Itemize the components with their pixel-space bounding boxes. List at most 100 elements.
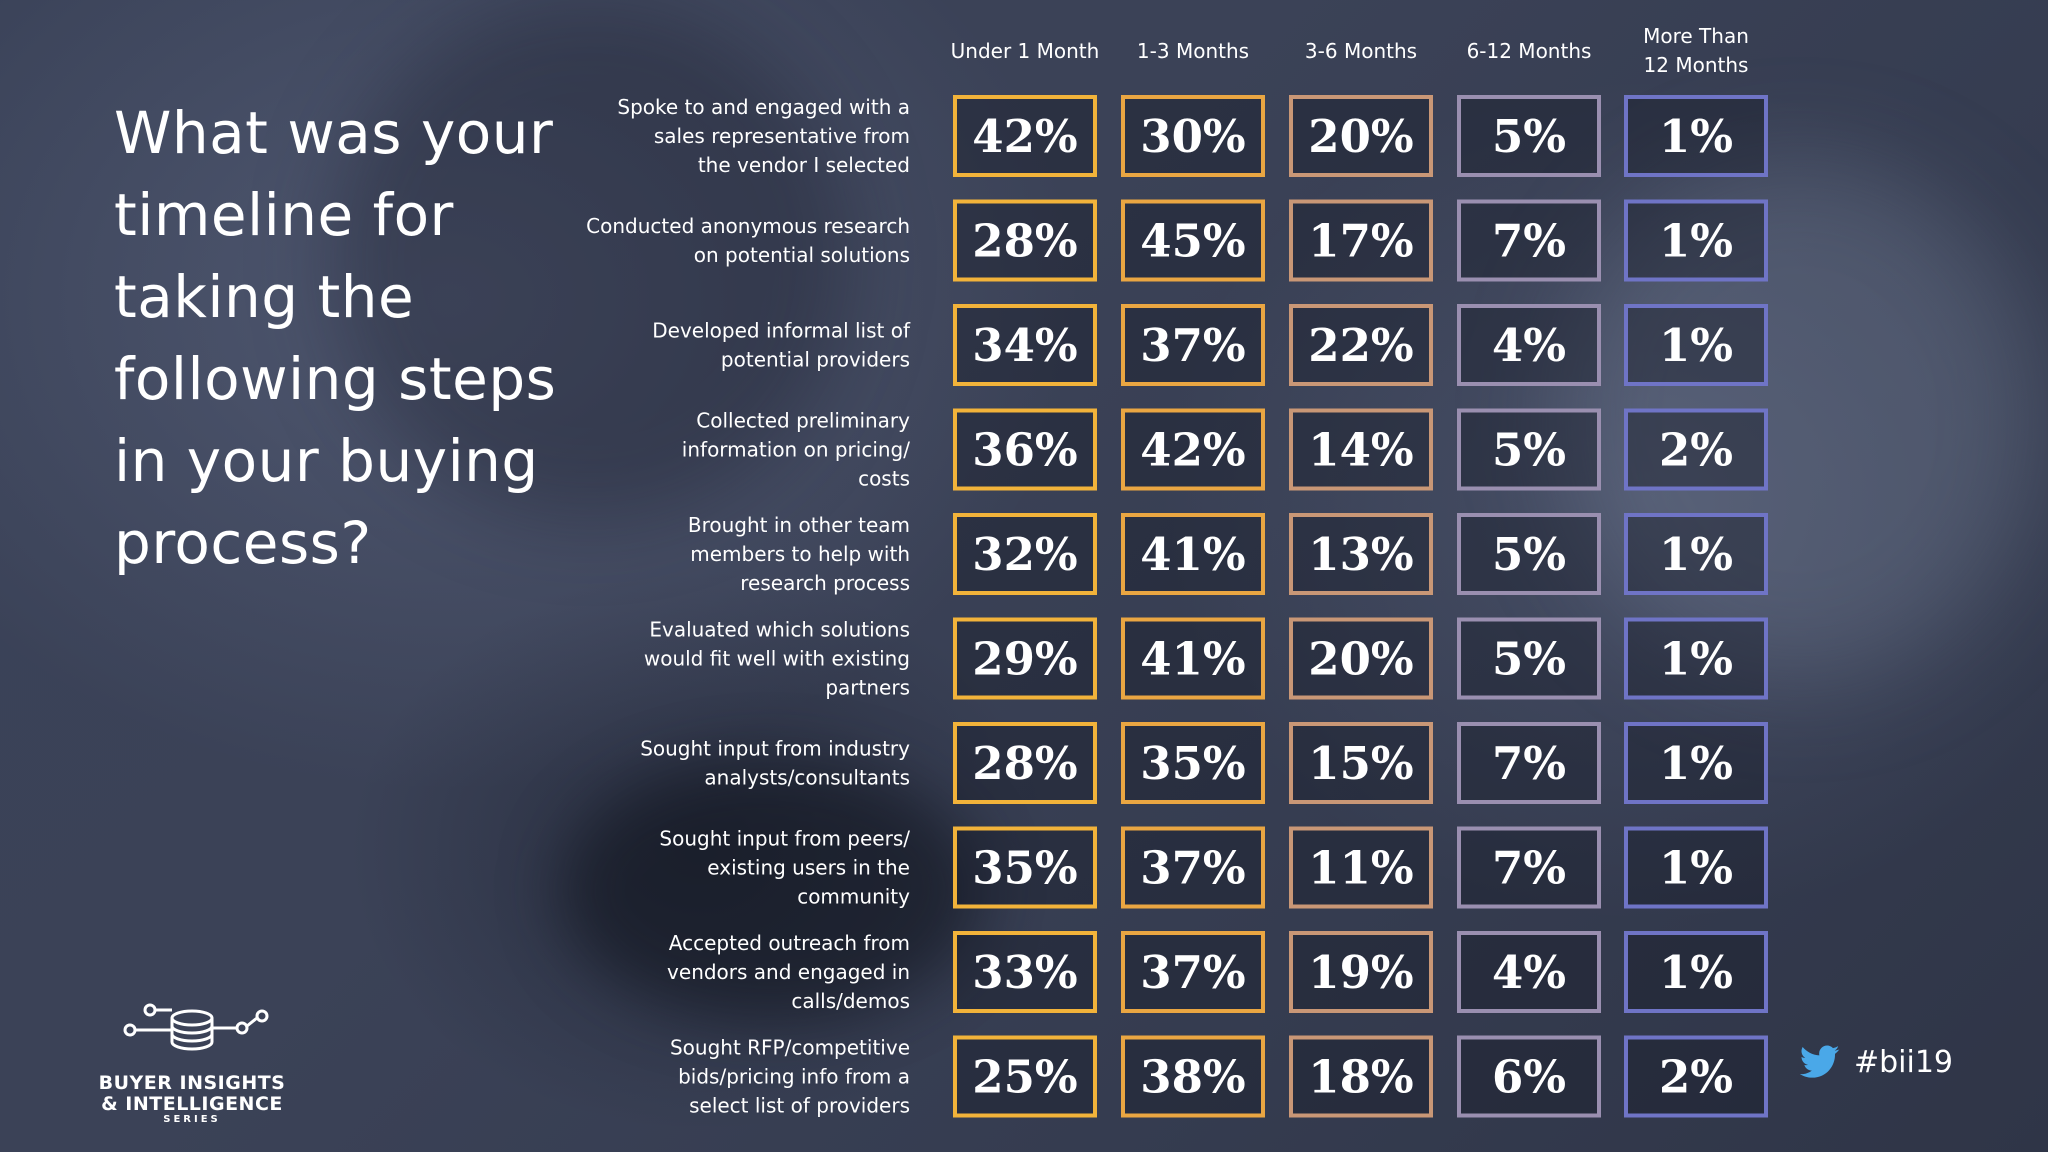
value-cell-label: 37% bbox=[1140, 842, 1245, 895]
value-cell-box bbox=[1457, 408, 1601, 491]
value-cell-label: 1% bbox=[1659, 528, 1733, 581]
value-cell-label: 1% bbox=[1659, 737, 1733, 790]
value-cell-box bbox=[1121, 304, 1265, 386]
row-label: Evaluated which solutions would fit well … bbox=[644, 618, 910, 700]
value-cell-label: 17% bbox=[1308, 215, 1413, 268]
value-cell-box bbox=[953, 408, 1097, 491]
value-cell-label: 29% bbox=[972, 633, 1077, 686]
value-cell-label: 7% bbox=[1492, 842, 1566, 895]
value-cell-box bbox=[953, 931, 1097, 1013]
value-cell-label: 38% bbox=[1140, 1051, 1245, 1104]
value-cell-box bbox=[1457, 95, 1601, 177]
value-cell-label: 1% bbox=[1659, 110, 1733, 163]
row-label: Accepted outreach from vendors and engage… bbox=[667, 931, 910, 1013]
value-cell-box bbox=[1121, 722, 1265, 804]
value-cell-label: 30% bbox=[1140, 110, 1245, 163]
value-cell-label: 2% bbox=[1659, 424, 1733, 477]
value-cell-box bbox=[1624, 95, 1768, 177]
column-header: Under 1 Month bbox=[951, 39, 1100, 63]
value-cell-box bbox=[1457, 199, 1601, 282]
value-cell-label: 5% bbox=[1492, 110, 1566, 163]
value-cell-label: 1% bbox=[1659, 946, 1733, 999]
value-cell-box bbox=[1624, 513, 1768, 595]
value-cell-label: 36% bbox=[972, 424, 1077, 477]
twitter-bird-icon bbox=[1800, 1045, 1840, 1078]
value-cell-box bbox=[1624, 1035, 1768, 1118]
column-header: More Than 12 Months bbox=[1643, 24, 1749, 77]
column-header: 1-3 Months bbox=[1137, 39, 1249, 63]
value-cell-label: 5% bbox=[1492, 633, 1566, 686]
value-cell-box bbox=[1289, 931, 1433, 1013]
value-cell-box bbox=[1624, 408, 1768, 491]
value-cell-box bbox=[1121, 826, 1265, 909]
value-cell-label: 28% bbox=[972, 737, 1077, 790]
value-cell-label: 32% bbox=[972, 528, 1077, 581]
value-cell-label: 45% bbox=[1140, 215, 1245, 268]
row-label: Conducted anonymous research on potential… bbox=[586, 214, 910, 267]
value-cell-box bbox=[1121, 199, 1265, 282]
value-cell-label: 4% bbox=[1492, 319, 1566, 372]
value-cell-label: 18% bbox=[1308, 1051, 1413, 1104]
logo-text-line2: & INTELLIGENCE bbox=[101, 1093, 283, 1115]
hashtag-text: #bii19 bbox=[1854, 1044, 1954, 1080]
value-cell-box bbox=[1289, 95, 1433, 177]
value-cell-label: 5% bbox=[1492, 528, 1566, 581]
network-database-icon bbox=[123, 1003, 269, 1051]
value-cell-box bbox=[1121, 931, 1265, 1013]
value-cell-box bbox=[1121, 95, 1265, 177]
value-cell-box bbox=[1624, 199, 1768, 282]
value-cell-label: 5% bbox=[1492, 424, 1566, 477]
value-cell-label: 37% bbox=[1140, 946, 1245, 999]
value-cell-box bbox=[953, 1035, 1097, 1118]
value-cell-box bbox=[1121, 1035, 1265, 1118]
value-cell-box bbox=[1457, 304, 1601, 386]
value-cell-label: 1% bbox=[1659, 633, 1733, 686]
buyer-insights-logo: BUYER INSIGHTS & INTELLIGENCE SERIES bbox=[92, 1000, 292, 1130]
logo-text-line1: BUYER INSIGHTS bbox=[98, 1072, 286, 1094]
value-cell-box bbox=[1121, 513, 1265, 595]
value-cell-label: 7% bbox=[1492, 737, 1566, 790]
value-cell-label: 1% bbox=[1659, 842, 1733, 895]
value-cell-label: 22% bbox=[1308, 319, 1413, 372]
value-cell-box bbox=[1289, 1035, 1433, 1118]
value-cell-label: 6% bbox=[1492, 1051, 1566, 1104]
column-header: 6-12 Months bbox=[1467, 39, 1592, 63]
row-label: Sought RFP/competitive bids/pricing info … bbox=[670, 1036, 910, 1118]
value-cell-box bbox=[1457, 617, 1601, 700]
hashtag-block: #bii19 bbox=[1800, 1040, 1953, 1084]
value-cell-box bbox=[1624, 722, 1768, 804]
value-cell-box bbox=[1624, 617, 1768, 700]
value-cell-box bbox=[1121, 617, 1265, 700]
value-cell-label: 11% bbox=[1308, 842, 1413, 895]
value-cell-label: 41% bbox=[1140, 528, 1245, 581]
value-cell-label: 20% bbox=[1308, 633, 1413, 686]
value-cell-box bbox=[953, 617, 1097, 700]
value-cell-label: 2% bbox=[1659, 1051, 1733, 1104]
value-cell-box bbox=[1624, 304, 1768, 386]
value-cell-label: 37% bbox=[1140, 319, 1245, 372]
value-cell-box bbox=[1289, 199, 1433, 282]
row-label: Developed informal list of potential prov… bbox=[652, 319, 911, 372]
value-cell-label: 20% bbox=[1308, 110, 1413, 163]
value-cell-label: 42% bbox=[1140, 424, 1245, 477]
value-cell-box bbox=[1624, 931, 1768, 1013]
value-cell-label: 15% bbox=[1308, 737, 1413, 790]
value-cell-label: 1% bbox=[1659, 215, 1733, 268]
row-label: Collected preliminary information on pric… bbox=[682, 409, 910, 491]
column-header: 3-6 Months bbox=[1305, 39, 1417, 63]
value-cell-label: 35% bbox=[1140, 737, 1245, 790]
value-cell-box bbox=[1289, 826, 1433, 909]
value-cell-box bbox=[1121, 408, 1265, 491]
value-cell-label: 34% bbox=[972, 319, 1077, 372]
value-cell-label: 19% bbox=[1308, 946, 1413, 999]
logo-text-line3: SERIES bbox=[163, 1114, 221, 1125]
value-cell-box bbox=[1457, 513, 1601, 595]
value-cell-box bbox=[953, 826, 1097, 909]
value-cell-box bbox=[953, 199, 1097, 282]
value-cell-label: 14% bbox=[1308, 424, 1413, 477]
value-cell-label: 25% bbox=[972, 1051, 1077, 1104]
value-cell-box bbox=[953, 95, 1097, 177]
row-label: Spoke to and engaged with a sales represe… bbox=[617, 95, 910, 177]
page-title: What was your timeline for taking the fo… bbox=[114, 99, 557, 577]
